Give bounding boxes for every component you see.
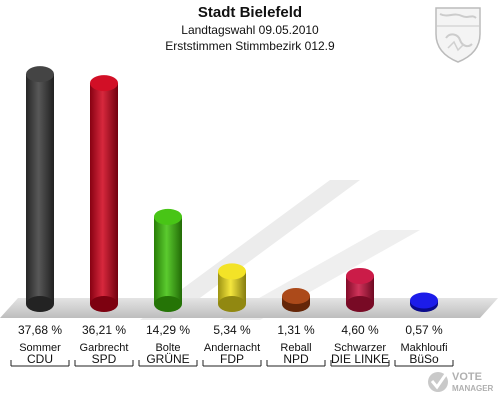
vote-manager-line1: VOTE	[452, 371, 482, 383]
bar-die-linke	[346, 267, 374, 312]
backdrop-shadow-2	[220, 230, 420, 320]
candidate-label: Garbrecht	[80, 342, 129, 354]
candidate-label: Reball	[280, 342, 311, 354]
vote-manager-line2: MANAGER	[452, 384, 494, 393]
party-label: NPD	[283, 352, 309, 366]
bars-group	[26, 66, 438, 312]
bar-top	[26, 66, 54, 83]
value-label: 1,31 %	[277, 323, 315, 337]
bar-body	[90, 83, 118, 304]
party-label: DIE LINKE	[331, 352, 389, 366]
coat-of-arms-icon	[435, 7, 481, 63]
bar-base	[90, 296, 118, 312]
party-label: GRÜNE	[146, 352, 189, 366]
bar-fdp	[218, 263, 246, 312]
candidate-label: Schwarzer	[334, 342, 386, 354]
value-labels-group: 37,68 % 36,21 % 14,29 % 5,34 % 1,31 % 4,60 % 0…	[18, 323, 443, 337]
chart-subtitle-election: Landtagswahl 09.05.2010	[181, 23, 319, 37]
bar-top	[218, 263, 246, 280]
bar-base	[154, 296, 182, 312]
bar-body	[154, 216, 182, 304]
value-label: 5,34 %	[213, 323, 251, 337]
bar-body	[26, 74, 54, 304]
bar-top	[90, 75, 118, 92]
chart-subtitle-district: Erststimmen Stimmbezirk 012.9	[165, 39, 335, 53]
chart-header: Stadt Bielefeld Landtagswahl 09.05.2010 …	[0, 4, 500, 54]
bar-b-so	[410, 292, 438, 312]
value-label: 0,57 %	[405, 323, 443, 337]
party-label: CDU	[27, 352, 53, 366]
candidate-label: Sommer	[19, 342, 61, 354]
candidate-label: Bolte	[155, 342, 180, 354]
bar-top	[282, 288, 310, 305]
bar-cdu	[26, 66, 54, 312]
bar-npd	[282, 288, 310, 312]
value-label: 4,60 %	[341, 323, 379, 337]
vote-manager-logo: VOTE MANAGER	[428, 371, 494, 393]
candidate-label: Andernacht	[204, 342, 260, 354]
bar-spd	[90, 75, 118, 312]
bar-gr-ne	[154, 208, 182, 312]
party-label: FDP	[220, 352, 244, 366]
bar-base	[346, 296, 374, 312]
bar-base	[218, 296, 246, 312]
party-label: BüSo	[409, 352, 439, 366]
party-label: SPD	[92, 352, 117, 366]
chart-title: Stadt Bielefeld	[197, 4, 303, 21]
bar-base	[26, 296, 54, 312]
candidate-label: Makhloufi	[400, 342, 447, 354]
backdrop-shadow	[140, 180, 360, 320]
bar-top	[410, 292, 438, 309]
value-label: 14,29 %	[146, 323, 190, 337]
bar-top	[346, 267, 374, 284]
value-label: 37,68 %	[18, 323, 62, 337]
bar-top	[154, 208, 182, 225]
value-label: 36,21 %	[82, 323, 126, 337]
